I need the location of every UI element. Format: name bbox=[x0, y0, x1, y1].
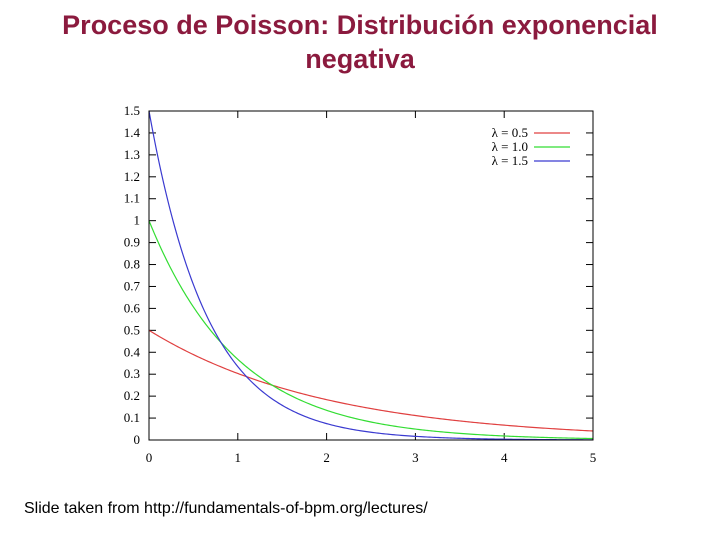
y-axis: 0 0.1 0.2 0.3 0.4 0.5 0.6 0.7 0.8 0.9 1 1.1 1.2 1.3 1.… bbox=[124, 103, 593, 447]
plot-frame bbox=[148, 110, 594, 441]
exponential-distribution-chart: 0 0.1 0.2 0.3 0.4 0.5 0.6 0.7 0.8 0.9 1 1.1 1.2 1.3 1.… bbox=[124, 103, 597, 465]
y-tick-label: 0.2 bbox=[124, 388, 140, 403]
y-tick-label: 0.4 bbox=[124, 344, 141, 359]
series-lines bbox=[148, 110, 594, 441]
y-tick-label: 0.9 bbox=[124, 235, 140, 250]
slide-footer: Slide taken from http://fundamentals-of-… bbox=[24, 500, 428, 517]
y-tick-label: 0.1 bbox=[124, 410, 140, 425]
y-tick-label: 1.2 bbox=[124, 169, 140, 184]
series-line-1 bbox=[148, 329, 594, 432]
slide-title: Proceso de Poisson: Distribución exponen… bbox=[0, 8, 720, 76]
y-tick-label: 1.5 bbox=[124, 103, 140, 118]
x-axis: 0 1 2 3 4 5 bbox=[146, 111, 597, 465]
y-tick-label: 1 bbox=[134, 213, 141, 228]
y-tick-label: 0.5 bbox=[124, 322, 140, 337]
y-tick-label: 0 bbox=[134, 432, 141, 447]
legend-label: λ = 0.5 bbox=[492, 125, 528, 140]
series-line-2 bbox=[148, 220, 594, 440]
y-tick-label: 1.3 bbox=[124, 147, 140, 162]
legend-label: λ = 1.5 bbox=[492, 153, 528, 168]
series-line-3 bbox=[148, 110, 594, 441]
y-tick-label: 0.6 bbox=[124, 300, 141, 315]
y-tick-label: 0.7 bbox=[124, 278, 141, 293]
legend-label: λ = 1.0 bbox=[492, 139, 528, 154]
x-tick-label: 4 bbox=[501, 450, 508, 465]
slide-title-line-1: Proceso de Poisson: Distribución exponen… bbox=[62, 10, 658, 40]
y-tick-label: 1.1 bbox=[124, 191, 140, 206]
x-tick-label: 1 bbox=[235, 450, 242, 465]
y-tick-label: 1.4 bbox=[124, 125, 141, 140]
x-tick-label: 0 bbox=[146, 450, 153, 465]
y-tick-label: 0.3 bbox=[124, 366, 140, 381]
x-tick-label: 5 bbox=[590, 450, 597, 465]
x-tick-label: 3 bbox=[412, 450, 419, 465]
y-tick-label: 0.8 bbox=[124, 257, 140, 272]
x-tick-label: 2 bbox=[323, 450, 330, 465]
slide-title-line-2: negativa bbox=[305, 44, 415, 74]
legend: λ = 0.5λ = 1.0λ = 1.5 bbox=[492, 125, 570, 168]
